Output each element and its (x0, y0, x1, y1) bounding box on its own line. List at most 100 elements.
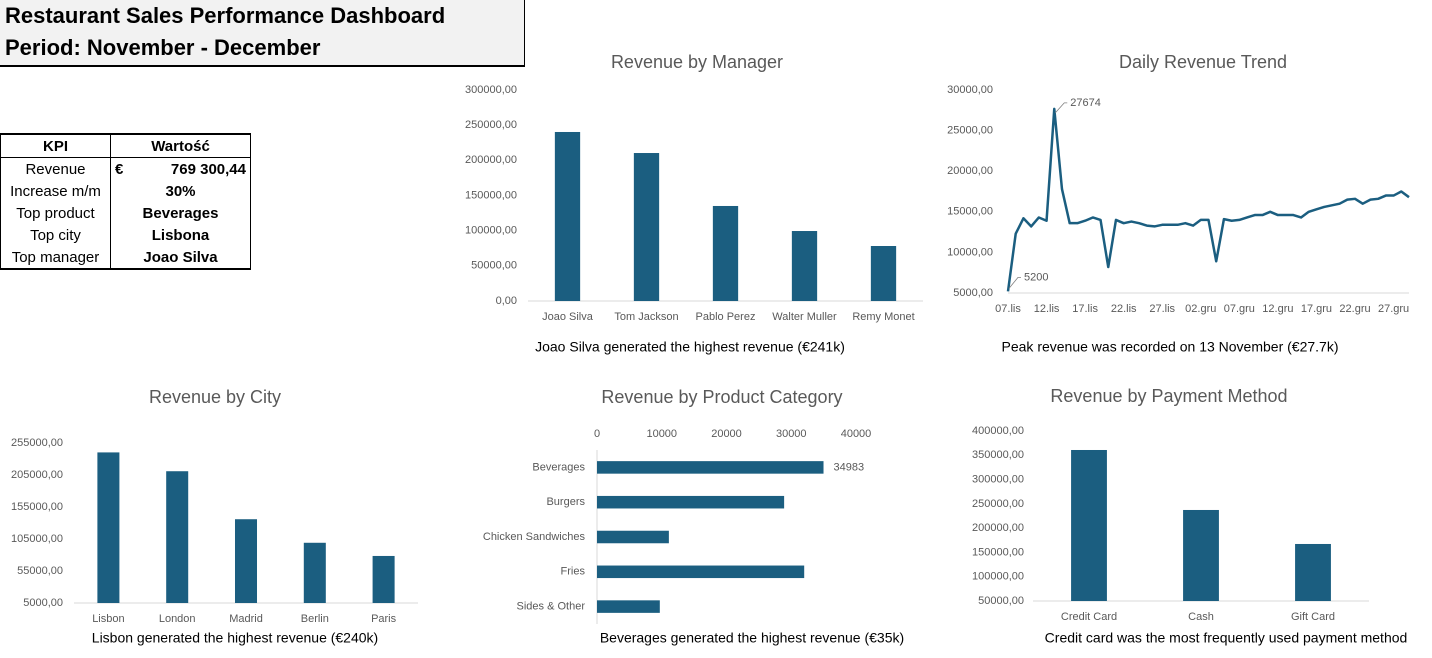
x-tick-label: Madrid (229, 613, 263, 625)
kpi-row: Top city Lisbona (0, 224, 251, 246)
x-tick-label: 40000 (841, 428, 872, 440)
y-tick-label: 5000,00 (23, 597, 63, 609)
bar (633, 153, 660, 301)
y-tick-label: 255000,00 (11, 437, 63, 449)
kpi-value: Joao Silva (110, 246, 251, 270)
bar (712, 205, 739, 301)
kpi-name: Top manager (0, 246, 111, 270)
x-tick-label: 12.lis (1034, 303, 1060, 315)
x-tick-label: Walter Muller (772, 311, 837, 323)
kpi-row: Top manager Joao Silva (0, 246, 251, 270)
kpi-name: Top product (0, 202, 111, 224)
x-tick-label: 30000 (776, 428, 807, 440)
y-tick-label: 50000,00 (978, 595, 1024, 607)
x-tick-label: 22.gru (1339, 303, 1370, 315)
y-tick-label: 100000,00 (972, 571, 1024, 583)
x-tick-label: 27.lis (1149, 303, 1175, 315)
kpi-value: Lisbona (110, 224, 251, 246)
x-tick-label: Remy Monet (852, 311, 914, 323)
column-header: Wartość (110, 133, 251, 158)
bar (554, 131, 581, 301)
y-tick-label: 100000,00 (465, 225, 517, 237)
chart-title: Revenue by Product Category (601, 387, 842, 407)
currency: € (115, 160, 124, 178)
y-tick-label: 200000,00 (465, 154, 517, 166)
kpi-name: Top city (0, 224, 111, 246)
bar (1295, 543, 1331, 601)
x-tick-label: 10000 (646, 428, 677, 440)
kpi-name: Increase m/m (0, 180, 111, 202)
x-tick-label: 0 (594, 428, 600, 440)
chart-caption: Credit card was the most frequently used… (1045, 630, 1408, 646)
data-label: 34983 (834, 461, 865, 473)
y-tick-label: 10000,00 (947, 246, 993, 258)
x-tick-label: Pablo Perez (696, 311, 756, 323)
x-tick-label: Credit Card (1061, 611, 1117, 623)
x-tick-label: 20000 (711, 428, 742, 440)
x-tick-label: Berlin (301, 613, 329, 625)
chart-caption: Peak revenue was recorded on 13 November… (1002, 339, 1339, 355)
y-tick-label: 20000,00 (947, 165, 993, 177)
y-tick-label: Chicken Sandwiches (483, 531, 586, 543)
x-tick-label: Lisbon (92, 613, 124, 625)
bar (303, 542, 326, 603)
x-tick-label: Gift Card (1291, 611, 1335, 623)
y-tick-label: Burgers (546, 496, 585, 508)
y-tick-label: 5000,00 (953, 287, 993, 299)
kpi-header-row: KPI Wartość (0, 133, 251, 158)
bar (1183, 509, 1219, 601)
kpi-row: Top product Beverages (0, 202, 251, 224)
x-tick-label: Paris (371, 613, 397, 625)
bar (870, 245, 897, 301)
y-tick-label: 55000,00 (17, 565, 63, 577)
x-tick-label: 02.gru (1185, 303, 1216, 315)
leader-line (1008, 276, 1021, 289)
bar (597, 565, 805, 579)
bar (597, 461, 824, 474)
chart-title: Daily Revenue Trend (1119, 52, 1287, 72)
y-tick-label: 105000,00 (11, 533, 63, 545)
data-label: 5200 (1024, 271, 1048, 283)
bar (234, 519, 258, 603)
y-tick-label: 205000,00 (11, 469, 63, 481)
kpi-value: 30% (110, 180, 251, 202)
y-tick-label: 400000,00 (972, 425, 1024, 437)
y-tick-label: 30000,00 (947, 84, 993, 96)
kpi-table: KPI Wartość Revenue €769 300,44 Increase m… (0, 133, 251, 270)
chart-title: Revenue by Payment Method (1050, 386, 1287, 406)
x-tick-label: 27.gru (1378, 303, 1409, 315)
bar (372, 555, 395, 603)
y-tick-label: 300000,00 (972, 473, 1024, 485)
y-tick-label: 250000,00 (972, 498, 1024, 510)
header: Restaurant Sales Performance Dashboard P… (0, 0, 525, 67)
chart-caption: Beverages generated the highest revenue … (600, 630, 904, 646)
y-tick-label: 15000,00 (947, 206, 993, 218)
y-tick-label: 150000,00 (972, 546, 1024, 558)
x-tick-label: 22.lis (1111, 303, 1137, 315)
column-header: KPI (0, 133, 111, 158)
kpi-body: Revenue €769 300,44 Increase m/m 30% Top pro… (0, 157, 251, 270)
bar (597, 495, 785, 509)
y-tick-label: 150000,00 (465, 189, 517, 201)
x-tick-label: 07.gru (1224, 303, 1255, 315)
y-tick-label: 25000,00 (947, 125, 993, 137)
bar (597, 600, 660, 613)
y-tick-label: 200000,00 (972, 522, 1024, 534)
period: Period: November - December (5, 35, 321, 60)
chart-caption: Lisbon generated the highest revenue (€2… (92, 630, 378, 646)
x-tick-label: 17.gru (1301, 303, 1332, 315)
line (1006, 107, 1410, 292)
x-tick-label: Cash (1188, 611, 1214, 623)
y-tick-label: 350000,00 (972, 449, 1024, 461)
x-tick-label: 07.lis (995, 303, 1021, 315)
kpi-value: Beverages (110, 202, 251, 224)
x-tick-label: Tom Jackson (614, 311, 678, 323)
kpi-value: €769 300,44 (110, 157, 251, 180)
y-tick-label: 0,00 (496, 295, 517, 307)
kpi-number: 769 300,44 (170, 160, 246, 178)
chart-title: Revenue by Manager (611, 52, 783, 72)
y-tick-label: 300000,00 (465, 84, 517, 96)
kpi-row: Revenue €769 300,44 (0, 157, 251, 180)
x-tick-label: London (159, 613, 196, 625)
